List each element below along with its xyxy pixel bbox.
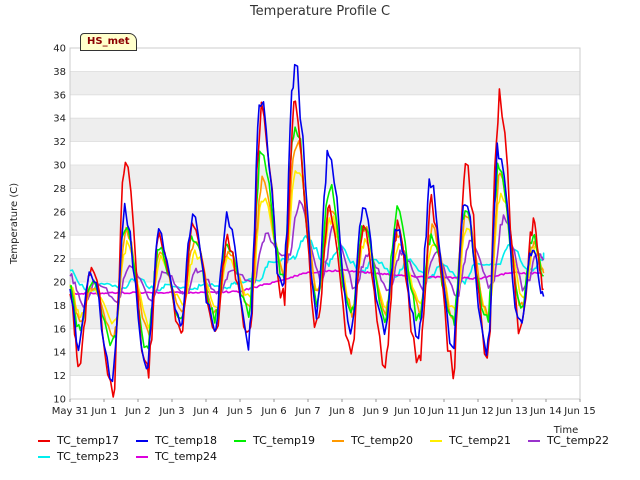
y-tick-label: 22 — [53, 254, 66, 265]
legend-label: TC_temp21 — [449, 434, 512, 447]
legend-label: TC_temp17 — [57, 434, 120, 447]
x-tick-label: Jun 12 — [461, 406, 494, 417]
y-tick-label: 10 — [53, 395, 66, 406]
legend-label: TC_temp23 — [57, 450, 120, 463]
grid-band — [70, 165, 580, 189]
y-tick-label: 14 — [53, 348, 66, 359]
y-tick-label: 40 — [53, 44, 66, 55]
legend-item: TC_temp21 — [430, 434, 511, 447]
x-tick-label: Jun 8 — [328, 406, 354, 417]
y-tick-label: 20 — [53, 278, 66, 289]
legend-item: TC_temp23 — [38, 450, 119, 463]
x-tick-label: Jun 2 — [124, 406, 150, 417]
x-tick-label: Jun 3 — [158, 406, 184, 417]
series-layer — [69, 63, 545, 398]
x-tick-label: Jun 11 — [427, 406, 460, 417]
legend-item: TC_temp22 — [528, 434, 609, 447]
legend-swatch — [430, 439, 442, 442]
x-axis: May 31 Jun 1 Jun 2 Jun 3 Jun 4 Jun 5 Jun 6 Jun … — [52, 399, 596, 417]
legend-swatch — [332, 439, 344, 442]
grid-band — [70, 305, 580, 329]
legend-swatch — [136, 439, 148, 442]
legend-swatch — [38, 439, 50, 442]
legend-swatch — [528, 439, 540, 442]
x-tick-label: Jun 1 — [90, 406, 116, 417]
y-axis-title: Temperature (C) — [9, 183, 20, 265]
legend-label: TC_temp22 — [547, 434, 610, 447]
x-tick-label: Jun 15 — [563, 406, 596, 417]
x-tick-label: Jun 7 — [294, 406, 320, 417]
site-badge: HS_met — [80, 33, 137, 51]
x-tick-label: Jun 13 — [495, 406, 528, 417]
legend-item: TC_temp17 — [38, 434, 119, 447]
legend-label: TC_temp24 — [155, 450, 218, 463]
legend-swatch — [136, 455, 148, 458]
y-tick-label: 18 — [53, 301, 66, 312]
x-tick-label: Jun 4 — [192, 406, 218, 417]
legend-swatch — [38, 455, 50, 458]
chart-title: Temperature Profile C — [249, 4, 390, 19]
y-tick-label: 16 — [53, 324, 66, 335]
y-axis: 10 12 14 16 18 20 22 24 26 28 30 32 34 36 38 40 — [53, 44, 66, 406]
plot-frame — [69, 47, 581, 400]
legend-item: TC_temp20 — [332, 434, 413, 447]
x-axis-title: Time — [553, 425, 578, 436]
y-tick-label: 34 — [53, 114, 66, 125]
legend-item: TC_temp19 — [234, 434, 315, 447]
y-tick-label: 38 — [53, 67, 66, 78]
legend-item: TC_temp18 — [136, 434, 217, 447]
y-tick-label: 30 — [53, 161, 66, 172]
y-tick-label: 26 — [53, 207, 66, 218]
y-tick-label: 12 — [53, 371, 66, 382]
x-tick-label: Jun 6 — [260, 406, 286, 417]
grid-band — [70, 118, 580, 142]
grid-band — [70, 71, 580, 95]
legend-label: TC_temp20 — [351, 434, 414, 447]
legend-swatch — [234, 439, 246, 442]
x-tick-label: Jun 5 — [226, 406, 252, 417]
x-tick-label: Jun 14 — [529, 406, 562, 417]
legend-item: TC_temp24 — [136, 450, 217, 463]
x-tick-label: Jun 10 — [393, 406, 426, 417]
y-tick-label: 32 — [53, 137, 66, 148]
y-tick-label: 28 — [53, 184, 66, 195]
x-tick-label: Jun 9 — [362, 406, 388, 417]
y-tick-label: 36 — [53, 90, 66, 101]
legend-label: TC_temp18 — [155, 434, 218, 447]
legend-label: TC_temp19 — [253, 434, 316, 447]
y-tick-label: 24 — [53, 231, 66, 242]
x-tick-label: May 31 — [52, 406, 89, 417]
series-line-tc-temp18 — [69, 63, 545, 383]
